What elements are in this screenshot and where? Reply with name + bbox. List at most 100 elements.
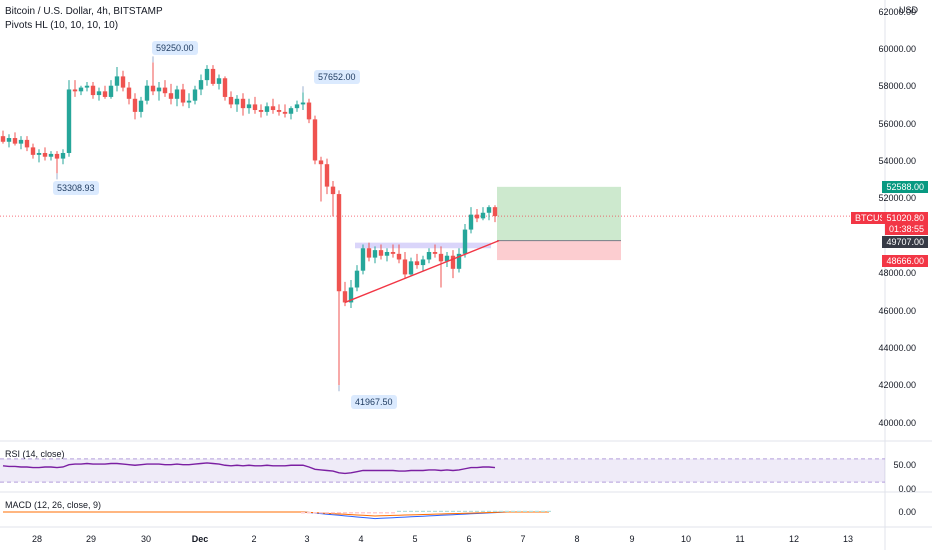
candle-body	[174, 89, 180, 99]
candle-body	[276, 110, 282, 112]
resistance-zone	[355, 242, 491, 249]
macd-histogram-bar	[427, 510, 431, 512]
macd-histogram-bar	[361, 512, 365, 514]
macd-histogram-bar	[505, 510, 509, 512]
candle-body	[474, 214, 480, 219]
candle-body	[0, 136, 6, 142]
macd-histogram-bar	[331, 512, 335, 514]
candle-body	[468, 214, 474, 230]
time-axis-label: 28	[31, 534, 43, 544]
time-axis-label: 13	[842, 534, 854, 544]
candle-body	[450, 255, 456, 269]
candle-body	[282, 111, 288, 114]
candle-body	[426, 251, 432, 260]
candle-body	[228, 96, 234, 105]
rsi-axis-label: 50.00	[893, 460, 916, 470]
macd-histogram-bar	[487, 510, 491, 512]
macd-histogram-bar	[403, 510, 407, 512]
time-axis-label: 7	[520, 534, 526, 544]
candle-body	[138, 100, 144, 112]
candle-body	[192, 89, 198, 101]
candle-body	[54, 153, 60, 159]
time-axis-label: 11	[735, 534, 745, 544]
candle-body	[324, 164, 330, 187]
price-axis-label: 62000.00	[878, 7, 916, 17]
macd-signal-line	[3, 511, 549, 517]
macd-histogram-bar	[313, 512, 317, 514]
candle-body	[234, 98, 240, 105]
candle-body	[222, 78, 228, 97]
macd-histogram-bar	[493, 510, 497, 512]
candle-body	[132, 98, 138, 112]
candle-body	[396, 253, 402, 260]
macd-histogram-bar	[451, 510, 455, 512]
price-axis-label: 58000.00	[878, 81, 916, 91]
candle-body	[270, 106, 276, 111]
macd-histogram-bar	[337, 512, 341, 514]
macd-histogram-bar	[517, 510, 521, 512]
time-axis-label: 29	[85, 534, 97, 544]
macd-histogram-bar	[367, 512, 371, 514]
macd-histogram-bar	[547, 510, 551, 512]
currency-label[interactable]: USD	[898, 5, 918, 15]
candle-body	[294, 104, 300, 109]
price-axis-label: 44000.00	[878, 343, 916, 353]
macd-histogram-bar	[523, 510, 527, 512]
price-axis-label: 40000.00	[878, 418, 916, 428]
candle-body	[102, 91, 108, 97]
candle-body	[180, 89, 186, 103]
macd-histogram-bar	[385, 512, 389, 514]
time-axis-label: 4	[358, 534, 364, 544]
candle-body	[6, 138, 12, 142]
candle-body	[372, 250, 378, 258]
macd-histogram-bar	[463, 510, 467, 512]
candle-body	[342, 291, 348, 303]
support-trendline	[344, 240, 500, 304]
candle-body	[204, 68, 210, 81]
time-axis-label: 10	[680, 534, 692, 544]
price-axis-label: 48000.00	[878, 268, 916, 278]
macd-histogram-bar	[319, 512, 323, 514]
candle-body	[246, 104, 252, 109]
candle-body	[456, 253, 462, 269]
macd-histogram-bar	[445, 510, 449, 512]
macd-histogram-bar	[529, 510, 533, 512]
candle-body	[336, 194, 342, 292]
pivots-indicator-label[interactable]: Pivots HL (10, 10, 10, 10)	[5, 20, 119, 31]
pivot-low-label: 53308.93	[53, 181, 99, 195]
entry-price-tag: 49707.00	[882, 236, 928, 248]
candle-body	[78, 87, 84, 92]
candle-body	[378, 250, 384, 256]
candle-body	[348, 287, 354, 303]
price-axis-label: 42000.00	[878, 380, 916, 390]
rsi-label[interactable]: RSI (14, close)	[5, 449, 65, 459]
macd-label[interactable]: MACD (12, 26, close, 9)	[5, 500, 102, 510]
macd-histogram-bar	[499, 510, 503, 512]
candle-body	[114, 76, 120, 86]
macd-histogram-bar	[433, 510, 437, 512]
candle-body	[318, 160, 324, 165]
candle-body	[216, 78, 222, 84]
macd-histogram-bar	[349, 512, 353, 514]
macd-histogram-bar	[469, 510, 473, 512]
candle-body	[30, 147, 36, 155]
candle-body	[198, 80, 204, 90]
symbol-title[interactable]: Bitcoin / U.S. Dollar, 4h, BITSTAMP	[5, 6, 163, 17]
macd-histogram-bar	[535, 510, 539, 512]
candle-body	[312, 119, 318, 161]
macd-histogram-bar	[415, 510, 419, 512]
candle-body	[444, 255, 450, 262]
candle-body	[240, 98, 246, 109]
candle-body	[210, 68, 216, 84]
candle-body	[252, 104, 258, 111]
rsi-axis-label: 0.00	[898, 484, 916, 494]
candle-body	[120, 76, 126, 88]
stop-price-tag: 48666.00	[882, 255, 928, 267]
macd-histogram-bar	[457, 510, 461, 512]
candle-body	[438, 253, 444, 262]
candle-body	[360, 248, 366, 271]
candle-body	[264, 106, 270, 112]
macd-histogram-bar	[343, 512, 347, 514]
price-axis-label: 60000.00	[878, 44, 916, 54]
